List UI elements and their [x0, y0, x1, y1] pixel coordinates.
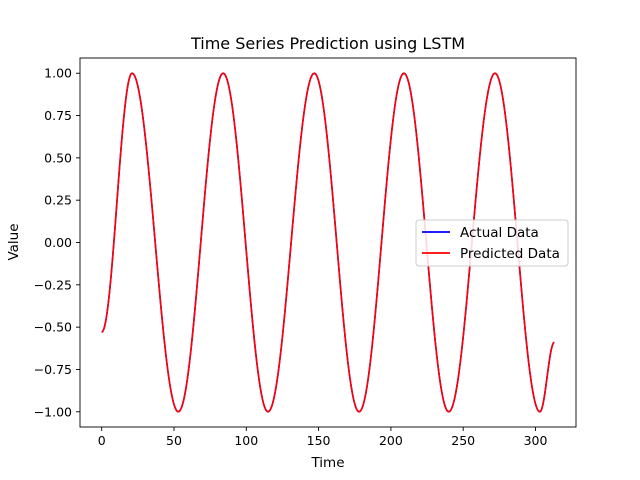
- x-axis-title: Time: [310, 455, 344, 471]
- x-tick-label: 300: [524, 433, 548, 448]
- y-tick-label: 0.75: [44, 108, 72, 123]
- x-tick-label: 100: [234, 433, 258, 448]
- x-tick-label: 250: [451, 433, 475, 448]
- legend-label-actual: Actual Data: [460, 225, 539, 241]
- chart-title: Time Series Prediction using LSTM: [190, 34, 465, 53]
- y-tick-label: 0.25: [44, 193, 72, 208]
- y-tick-label: −0.75: [34, 362, 72, 377]
- y-tick-label: 1.00: [44, 66, 72, 81]
- y-tick-label: −0.25: [34, 277, 72, 292]
- y-axis-title: Value: [6, 223, 22, 260]
- y-tick-label: 0.00: [44, 235, 72, 250]
- y-tick-label: −0.50: [34, 320, 72, 335]
- x-tick-label: 150: [307, 433, 331, 448]
- y-tick-label: −1.00: [34, 404, 72, 419]
- legend: Actual Data Predicted Data: [416, 220, 568, 266]
- x-tick-label: 200: [379, 433, 403, 448]
- legend-label-predicted: Predicted Data: [460, 246, 560, 262]
- x-tick-label: 0: [98, 433, 106, 448]
- x-tick-label: 50: [166, 433, 182, 448]
- y-tick-label: 0.50: [44, 150, 72, 165]
